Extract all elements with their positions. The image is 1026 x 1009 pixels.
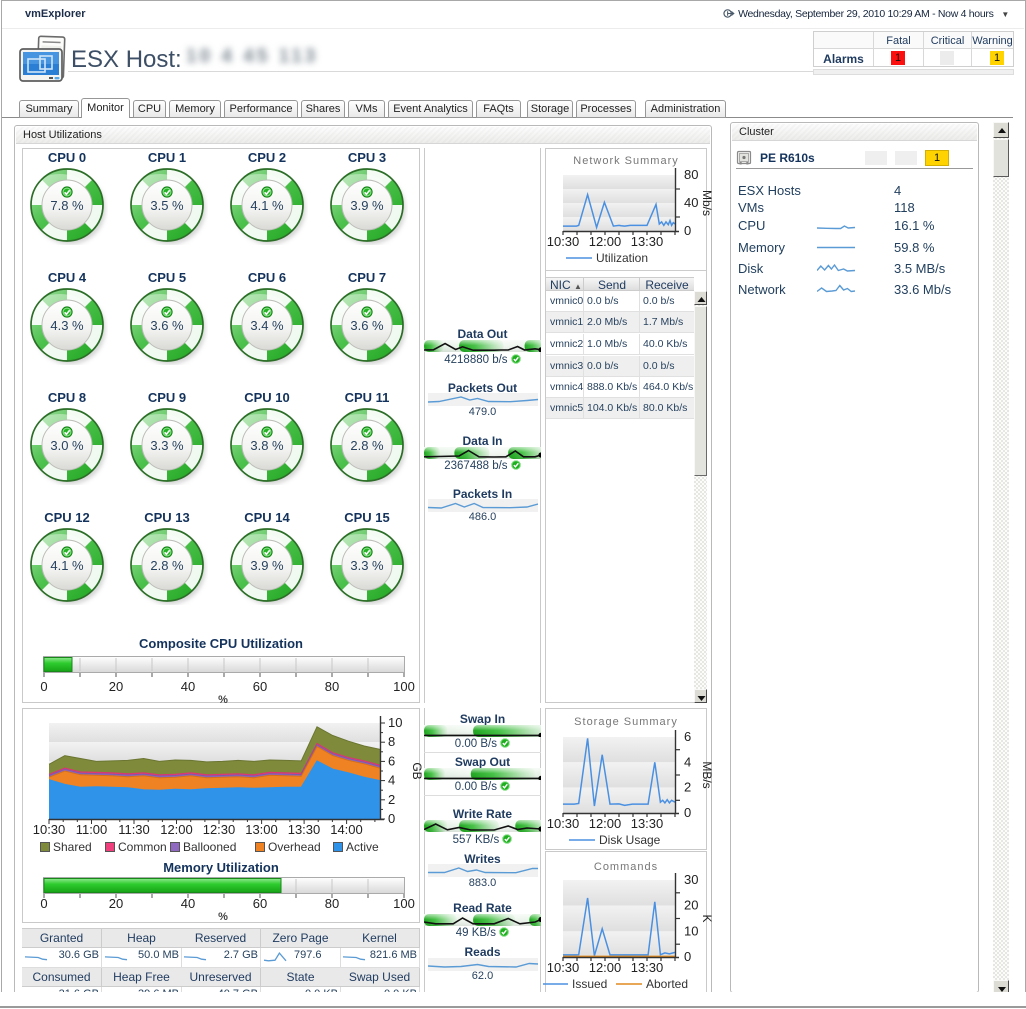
svg-text:10: 10: [684, 923, 698, 938]
svg-text:4: 4: [388, 773, 395, 788]
svg-text:13:30: 13:30: [288, 822, 321, 837]
svg-text:11:30: 11:30: [118, 822, 150, 837]
svg-text:Aborted: Aborted: [646, 977, 688, 991]
svg-text:0: 0: [684, 805, 691, 820]
svg-text:0: 0: [684, 949, 691, 964]
svg-text:12:30: 12:30: [203, 822, 236, 837]
svg-text:20: 20: [684, 898, 698, 913]
svg-text:GB: GB: [410, 762, 424, 779]
svg-text:12:00: 12:00: [589, 816, 622, 831]
svg-text:2: 2: [388, 792, 395, 807]
svg-text:MB/s: MB/s: [700, 761, 714, 788]
svg-text:2: 2: [684, 780, 691, 795]
svg-text:Utilization: Utilization: [596, 251, 648, 265]
svg-text:12:00: 12:00: [160, 822, 193, 837]
svg-text:Disk Usage: Disk Usage: [599, 833, 661, 847]
svg-text:0: 0: [388, 811, 395, 826]
svg-text:14:00: 14:00: [330, 822, 363, 837]
svg-text:Mb/s: Mb/s: [700, 190, 714, 216]
svg-text:80: 80: [684, 167, 698, 182]
svg-text:13:30: 13:30: [631, 816, 664, 831]
svg-text:13:00: 13:00: [245, 822, 278, 837]
svg-text:13:30: 13:30: [631, 960, 664, 975]
svg-text:10:30: 10:30: [547, 234, 580, 249]
svg-text:12:00: 12:00: [589, 234, 622, 249]
svg-text:13:30: 13:30: [631, 234, 664, 249]
svg-text:0: 0: [684, 223, 691, 238]
svg-text:6: 6: [388, 753, 395, 768]
svg-text:10:30: 10:30: [547, 960, 580, 975]
svg-text:8: 8: [388, 734, 395, 749]
svg-text:10:30: 10:30: [547, 816, 580, 831]
svg-text:6: 6: [684, 729, 691, 744]
svg-text:11:00: 11:00: [76, 822, 108, 837]
svg-text:Issued: Issued: [572, 977, 607, 991]
svg-text:4: 4: [684, 754, 691, 769]
svg-text:40: 40: [684, 195, 698, 210]
svg-text:10: 10: [388, 715, 402, 730]
svg-text:K: K: [700, 914, 714, 922]
svg-text:12:00: 12:00: [589, 960, 622, 975]
svg-text:30: 30: [684, 872, 698, 887]
svg-text:10:30: 10:30: [33, 822, 66, 837]
